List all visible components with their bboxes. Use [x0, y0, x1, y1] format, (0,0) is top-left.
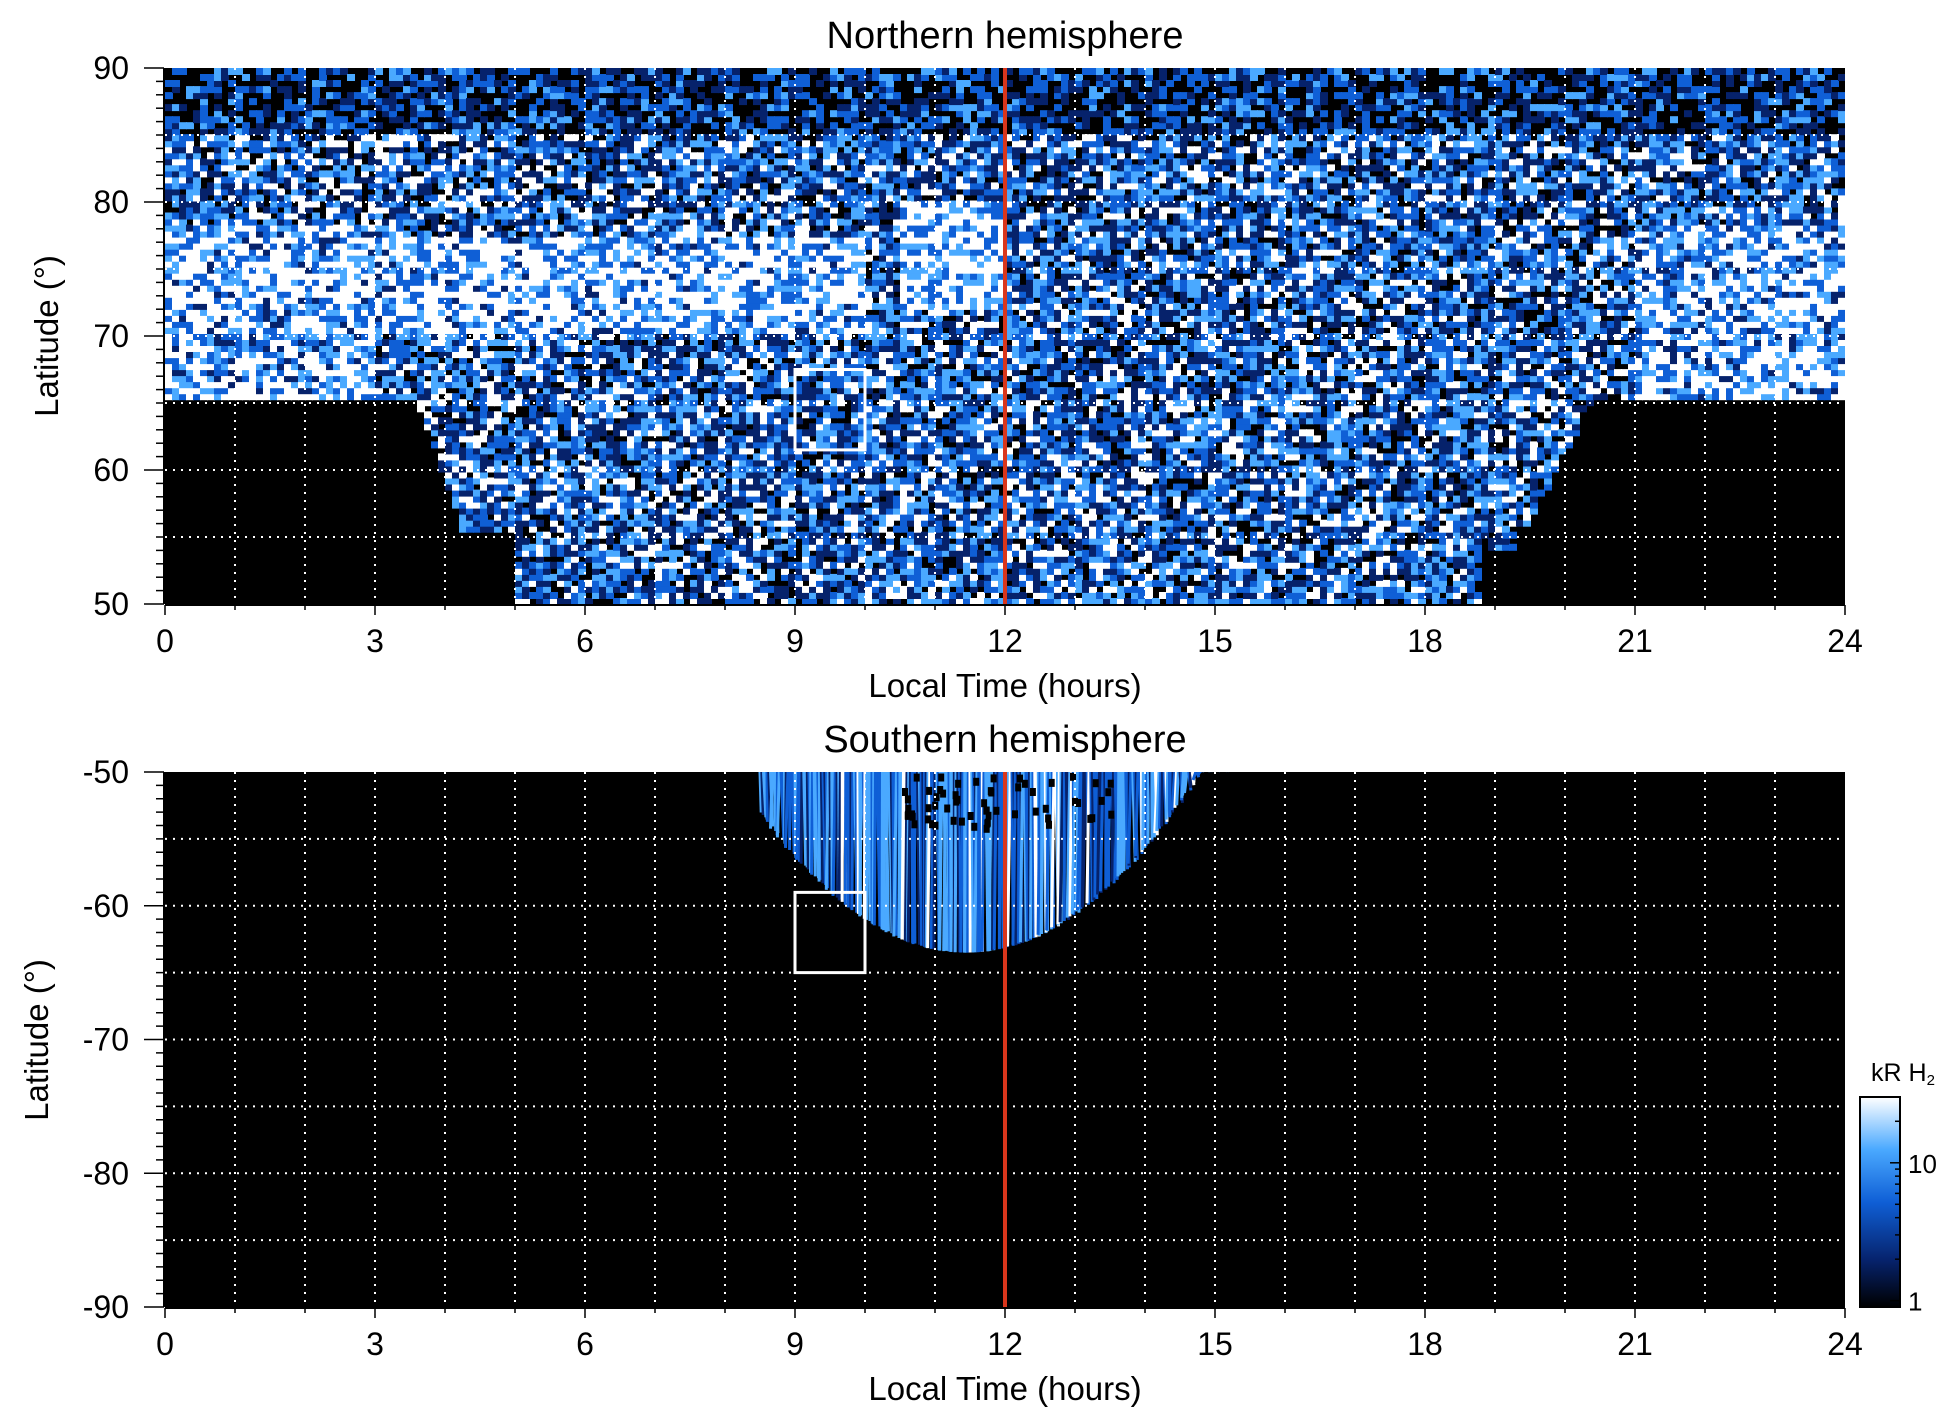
colorbar-label-main: kR H [1871, 1059, 1927, 1087]
x-tick-label: 9 [786, 1326, 804, 1362]
x-tick-label: 15 [1197, 623, 1233, 659]
x-tick-label: 18 [1407, 623, 1443, 659]
x-tick-label: 9 [786, 623, 804, 659]
colorbar-label: kR H2 [1871, 1059, 1935, 1089]
north-ylabel: Latitude (°) [28, 255, 65, 417]
south-xlabel: Local Time (hours) [868, 1370, 1141, 1407]
x-tick-label: 12 [987, 1326, 1023, 1362]
y-tick-label: 70 [93, 318, 129, 354]
north-region-box [793, 368, 867, 452]
y-tick-label: 60 [93, 452, 129, 488]
y-tick-label: 80 [93, 184, 129, 220]
south-x-ticks: 0 3 6 9 12 15 18 21 24 [156, 1307, 1863, 1362]
x-tick-label: 24 [1827, 1326, 1863, 1362]
x-tick-label: 24 [1827, 623, 1863, 659]
colorbar-tick-label: 10 [1908, 1149, 1937, 1179]
x-tick-label: 0 [156, 623, 174, 659]
north-title: Northern hemisphere [827, 15, 1184, 57]
north-y-ticks: 50 60 70 80 90 [93, 50, 165, 622]
x-tick-label: 6 [576, 1326, 594, 1362]
y-tick-label: -50 [83, 754, 129, 790]
x-tick-label: 0 [156, 1326, 174, 1362]
north-x-ticks: 0 3 6 9 12 15 18 21 24 [156, 604, 1863, 659]
x-tick-label: 12 [987, 623, 1023, 659]
colorbar-gradient [1859, 1096, 1901, 1308]
y-tick-label: -90 [83, 1289, 129, 1325]
colorbar-ticks: 1 10 [1890, 1120, 1937, 1317]
colorbar-label-sub: 2 [1927, 1072, 1935, 1089]
x-tick-label: 18 [1407, 1326, 1443, 1362]
north-emission-map [165, 68, 1845, 604]
y-tick-label: 50 [93, 586, 129, 622]
south-ylabel: Latitude (°) [18, 959, 55, 1121]
y-tick-label: 90 [93, 50, 129, 86]
north-xlabel: Local Time (hours) [868, 667, 1141, 704]
x-tick-label: 3 [366, 1326, 384, 1362]
y-tick-label: -60 [83, 888, 129, 924]
south-region-box [793, 890, 867, 975]
x-tick-label: 6 [576, 623, 594, 659]
southern-panel: Southern hemisphere -90 -80 -70 -60 -50 0 3 6 9… [18, 719, 1863, 1407]
y-tick-label: -70 [83, 1022, 129, 1058]
x-tick-label: 21 [1617, 623, 1653, 659]
northern-panel: Northern hemisphere 50 60 70 80 90 0 3 6 9 12 15 1… [28, 15, 1863, 704]
colorbar: kR H2 1 10 [1859, 1059, 1937, 1317]
x-tick-label: 15 [1197, 1326, 1233, 1362]
south-title: Southern hemisphere [823, 719, 1186, 761]
x-tick-label: 3 [366, 623, 384, 659]
x-tick-label: 21 [1617, 1326, 1653, 1362]
colorbar-tick-label: 1 [1908, 1287, 1922, 1317]
y-tick-label: -80 [83, 1155, 129, 1191]
south-y-ticks: -90 -80 -70 -60 -50 [83, 754, 165, 1325]
